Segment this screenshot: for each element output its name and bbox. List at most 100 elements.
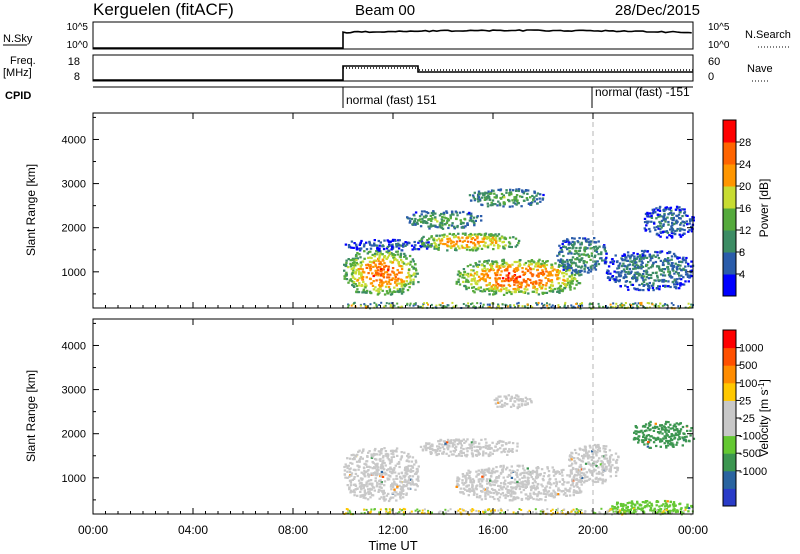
power-cell (388, 251, 392, 254)
velocity-ground-scatter-cell (662, 510, 665, 513)
velocity-cell (541, 477, 545, 481)
velocity-cell (416, 485, 419, 488)
power-colorbar-label: Power [dB] (757, 179, 771, 238)
power-cell (372, 274, 375, 278)
nave-trace (343, 67, 693, 71)
power-cell (430, 219, 433, 223)
power-cell (421, 243, 424, 246)
velocity-cell (568, 474, 572, 477)
velocity-cell (473, 491, 476, 495)
power-cell (598, 245, 601, 248)
velocity-cell (400, 451, 403, 454)
velocity-cell (380, 481, 383, 484)
power-cell (576, 240, 579, 243)
power-cell (484, 235, 487, 238)
power-ground-scatter-cell (563, 305, 566, 308)
power-cell (643, 221, 647, 224)
power-cell (567, 266, 570, 269)
velocity-cell (673, 428, 677, 431)
power-cell (395, 245, 398, 248)
velocity-cell (519, 482, 522, 485)
velocity-cell (344, 476, 347, 479)
power-cell (479, 289, 482, 293)
velocity-cell (513, 478, 517, 481)
power-cell (566, 248, 569, 251)
velocity-cell (676, 510, 680, 513)
power-cell (355, 259, 358, 262)
velocity-cell (636, 437, 640, 441)
power-colorbar-tick-label: 8 (739, 247, 745, 259)
velocity-cell (508, 448, 511, 451)
power-cell (515, 277, 518, 280)
velocity-cell (487, 493, 490, 496)
power-cell (594, 262, 598, 265)
power-cell (377, 274, 380, 277)
nave-tick-top: 60 (708, 56, 720, 68)
velocity-cell (395, 447, 399, 450)
power-cell (403, 252, 406, 255)
power-cell (547, 278, 550, 281)
power-cell (437, 246, 440, 249)
power-cell (497, 268, 500, 271)
power-cell (513, 270, 517, 273)
velocity-cell (665, 503, 669, 506)
power-cell (654, 250, 657, 254)
velocity-cell (364, 475, 367, 478)
power-ground-scatter-cell (598, 305, 601, 308)
velocity-ground-scatter-cell (528, 509, 531, 512)
power-cell (659, 273, 663, 276)
power-ground-scatter-cell (467, 302, 470, 305)
power-cell (437, 237, 441, 240)
power-cell (687, 230, 690, 233)
velocity-cell (487, 454, 491, 458)
power-cell (400, 271, 403, 274)
power-cell (375, 252, 378, 255)
velocity-cell (389, 485, 393, 488)
power-cell (648, 281, 651, 285)
power-cell (373, 255, 377, 258)
power-cell (483, 198, 487, 201)
velocity-cell (668, 439, 671, 443)
velocity-cell (488, 471, 491, 474)
power-cell (571, 256, 575, 259)
velocity-cell (371, 484, 374, 487)
power-cell (400, 292, 404, 295)
power-cell (506, 266, 510, 269)
power-cell (408, 221, 411, 224)
power-cell (413, 248, 417, 251)
power-ground-scatter-cell (389, 303, 392, 306)
power-cell (420, 210, 424, 213)
power-cell (618, 262, 622, 265)
velocity-cell (601, 478, 605, 481)
power-cell (654, 255, 657, 258)
power-cell (377, 239, 380, 243)
power-cell (376, 266, 379, 269)
power-ground-scatter-cell (422, 304, 424, 307)
velocity-cell (439, 438, 442, 441)
velocity-cell (465, 485, 469, 488)
power-cell (477, 200, 480, 203)
power-cell (361, 268, 364, 271)
velocity-cell (390, 460, 393, 463)
power-cell (522, 291, 525, 294)
power-cell (643, 283, 646, 287)
power-cell (501, 277, 505, 280)
power-cell (397, 242, 400, 245)
power-cell (505, 287, 508, 290)
velocity-cell (359, 495, 362, 498)
velocity-cell (368, 492, 371, 495)
velocity-cell (489, 446, 492, 450)
power-ground-scatter-cell (663, 304, 666, 307)
velocity-cell (367, 465, 371, 468)
power-cell (369, 243, 372, 246)
velocity-ground-scatter-cell (482, 510, 485, 513)
velocity-cell (369, 496, 372, 499)
velocity-cell (654, 426, 657, 430)
power-cell (506, 269, 509, 272)
power-cell (632, 262, 635, 265)
power-ground-scatter-cell (588, 303, 591, 306)
velocity-cell (665, 446, 668, 449)
power-cell (345, 273, 348, 276)
velocity-cell (401, 496, 405, 499)
